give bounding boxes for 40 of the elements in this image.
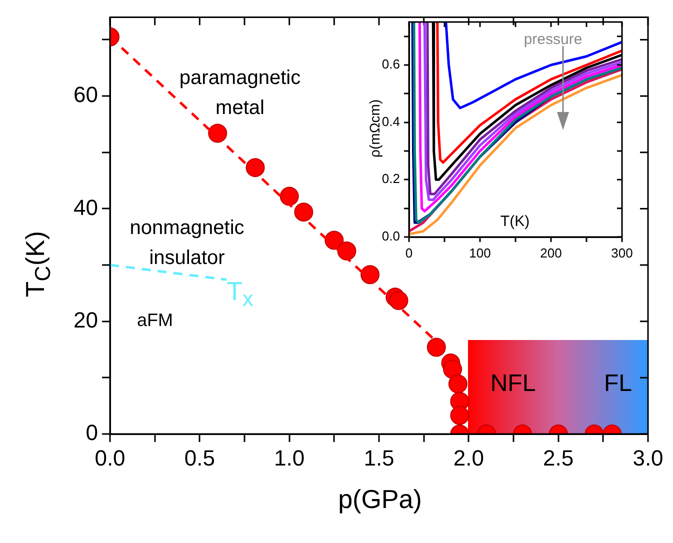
point <box>389 291 408 310</box>
point <box>280 186 299 206</box>
point <box>246 158 265 178</box>
y-tick-label: 0.2 <box>382 171 400 186</box>
point <box>208 124 228 143</box>
point <box>443 360 462 379</box>
x-axis-title: p(GPa) <box>337 484 423 516</box>
x-tick-label: 2.0 <box>453 445 484 470</box>
annotation: paramagnetic metal <box>178 66 302 121</box>
y-tick-label: 0.0 <box>382 228 400 244</box>
y-tick-label: 0 <box>86 420 98 446</box>
x-tick-label: 200 <box>540 245 562 260</box>
point <box>450 406 470 425</box>
x-tick-label: 300 <box>611 245 633 260</box>
x-tick-label: 2.5 <box>543 445 574 470</box>
x-tick-label: 0.5 <box>184 445 215 470</box>
x-tick-label: 0 <box>405 245 413 260</box>
y-tick-label: 20 <box>74 307 98 332</box>
y-axis-title: ρ(mΩcm) <box>366 98 383 160</box>
annotation: NFL <box>489 368 537 399</box>
x-tick-label: 100 <box>469 245 491 260</box>
y-tick-label: 60 <box>74 82 98 108</box>
x-tick-label: 1.5 <box>364 445 394 470</box>
y-tick-label: 0.6 <box>382 56 400 72</box>
x-axis-title: T(K) <box>499 213 531 231</box>
point <box>360 265 380 284</box>
annotation: FL <box>602 368 633 399</box>
point <box>448 374 468 394</box>
point <box>426 338 446 357</box>
y-tick-label: 0.4 <box>382 114 400 129</box>
annotation: nonmagnetic insulator <box>128 216 246 271</box>
annotation: T$_{x}$ <box>226 275 254 314</box>
x-tick-label: 3.0 <box>632 445 664 470</box>
y-tick-label: 40 <box>74 194 98 220</box>
x-tick-label: 1.0 <box>274 445 305 470</box>
point <box>294 202 314 222</box>
annotation: aFM <box>136 309 174 332</box>
x-tick-label: 0.0 <box>94 445 126 470</box>
annotation: pressure <box>522 30 584 50</box>
point <box>337 241 356 260</box>
